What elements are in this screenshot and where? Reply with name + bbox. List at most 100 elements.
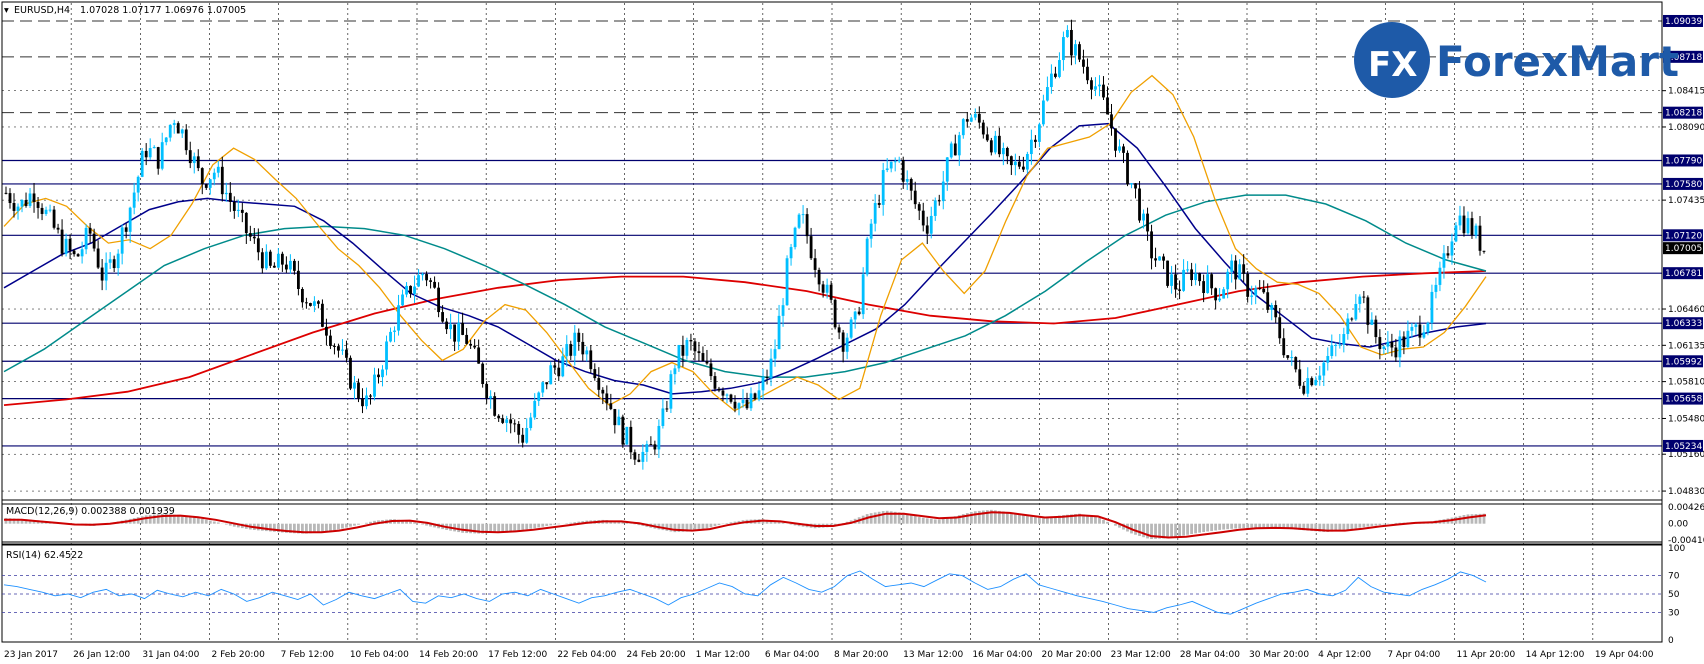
bull-candle: [381, 369, 384, 378]
bull-candle: [1013, 161, 1017, 166]
rsi-panel: 100 70 50 30 0: [2, 544, 1685, 646]
macd-tick-label: 0.004261: [1668, 503, 1704, 513]
bull-candle: [288, 260, 292, 270]
bear-candle: [1138, 188, 1141, 221]
bear-candle: [965, 119, 969, 122]
bull-candle: [120, 227, 124, 254]
bull-candle: [969, 117, 973, 122]
bull-candle: [1025, 154, 1029, 170]
bear-candle: [88, 227, 92, 234]
bear-candle: [377, 374, 380, 378]
bear-candle: [981, 122, 985, 135]
time-label: 7 Feb 12:00: [281, 650, 335, 660]
bear-candle: [465, 334, 469, 344]
bear-candle: [693, 341, 697, 352]
bull-candle: [1058, 60, 1061, 77]
candles: [4, 19, 1486, 470]
rsi-tick-label: 70: [1668, 572, 1680, 582]
bull-candle: [1074, 44, 1077, 56]
time-label: 14 Apr 12:00: [1526, 650, 1585, 660]
bear-candle: [280, 253, 284, 265]
bull-candle: [313, 301, 316, 306]
bear-candle: [305, 302, 308, 304]
bear-candle: [501, 418, 505, 423]
bull-candle: [224, 192, 228, 195]
bear-candle: [24, 200, 28, 206]
bear-candle: [629, 426, 633, 453]
bear-candle: [1082, 59, 1085, 67]
bear-candle: [745, 399, 749, 409]
bear-candle: [877, 203, 881, 205]
bear-candle: [1086, 66, 1089, 81]
bear-candle: [72, 250, 76, 255]
bear-candle: [1362, 296, 1366, 298]
bear-candle: [1110, 114, 1113, 129]
price-tick-label: 1.05480: [1668, 414, 1704, 424]
bear-candle: [1302, 385, 1306, 394]
bear-candle: [557, 367, 561, 377]
level-tag-label: 1.09039: [1665, 17, 1702, 27]
level-tag-label: 1.05658: [1665, 395, 1702, 405]
bear-candle: [296, 270, 300, 290]
bull-candle: [1037, 124, 1041, 142]
time-label: 2 Feb 20:00: [212, 650, 266, 660]
level-tag: [1663, 177, 1703, 190]
bull-candle: [385, 341, 388, 370]
bull-candle: [417, 275, 420, 287]
price-tick-label: 1.05810: [1668, 378, 1704, 388]
bull-candle: [1398, 336, 1402, 358]
bear-candle: [701, 353, 705, 362]
time-label: 13 Mar 12:00: [903, 650, 963, 660]
bull-candle: [1466, 218, 1470, 234]
bull-candle: [661, 408, 665, 426]
price-tick-label: 1.06460: [1668, 305, 1704, 315]
time-label: 10 Feb 04:00: [350, 650, 409, 660]
bear-candle: [833, 299, 837, 328]
level-tag: [1663, 50, 1703, 63]
bull-candle: [1338, 344, 1342, 346]
time-label: 1 Mar 12:00: [696, 650, 751, 660]
bear-candle: [40, 207, 44, 214]
bear-candle: [517, 423, 521, 435]
bull-candle: [849, 319, 853, 338]
level-tag: [1663, 154, 1703, 167]
bear-candle: [188, 150, 192, 164]
bull-candle: [1430, 291, 1434, 323]
bear-candle: [12, 203, 16, 211]
bull-candle: [1130, 183, 1133, 185]
bear-candle: [60, 229, 64, 254]
bull-candle: [140, 150, 144, 177]
collapse-arrow-icon[interactable]: ▾: [4, 5, 9, 16]
bear-candle: [357, 382, 360, 399]
bull-candle: [761, 376, 765, 391]
bull-candle: [1186, 269, 1189, 271]
bull-candle: [861, 274, 865, 315]
bull-candle: [108, 259, 112, 263]
bear-candle: [509, 419, 513, 424]
bear-candle: [581, 341, 585, 355]
level-tag-label: 1.06333: [1665, 319, 1702, 329]
bull-candle: [777, 315, 781, 350]
bull-candle: [1066, 29, 1069, 38]
bull-candle: [873, 203, 877, 224]
bear-candle: [653, 444, 657, 450]
bull-candle: [993, 135, 997, 153]
bull-candle: [1386, 341, 1390, 347]
bear-candle: [637, 459, 641, 462]
bull-candle: [1326, 356, 1330, 363]
bull-candle: [881, 170, 885, 205]
bull-candle: [1254, 288, 1258, 296]
bull-candle: [1370, 319, 1374, 325]
bear-candle: [813, 258, 817, 270]
bear-candle: [317, 301, 320, 304]
bull-candle: [1098, 84, 1101, 87]
bear-candle: [829, 284, 833, 300]
bear-candle: [244, 212, 248, 234]
bear-candle: [1462, 215, 1466, 234]
time-label: 28 Mar 04:00: [1180, 650, 1240, 660]
bear-candle: [1090, 80, 1093, 90]
rsi-panel-border: [1, 544, 1663, 643]
bear-candle: [204, 184, 208, 188]
bear-candle: [321, 303, 324, 327]
bull-candle: [1406, 330, 1410, 347]
